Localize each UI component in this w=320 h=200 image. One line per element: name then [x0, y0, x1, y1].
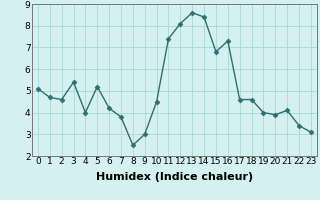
- X-axis label: Humidex (Indice chaleur): Humidex (Indice chaleur): [96, 172, 253, 182]
